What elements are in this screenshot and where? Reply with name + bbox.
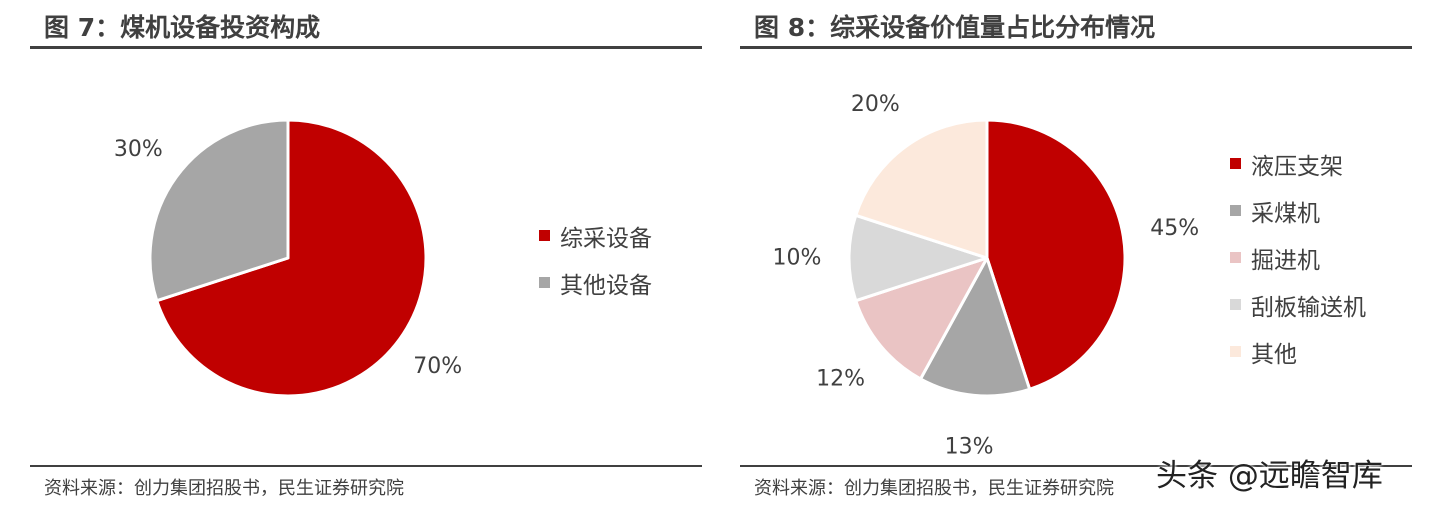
watermark: 头条 @远瞻智库 — [1156, 458, 1383, 494]
pie-slice-other — [854, 118, 989, 260]
data-label-hydraulic-support: 45% — [1150, 216, 1199, 241]
pie-slice-fully-mechanized-equipment — [155, 118, 428, 398]
legend-swatch — [539, 277, 550, 288]
legend-item-other: 其他 — [1230, 328, 1366, 375]
data-label-other: 20% — [851, 92, 900, 117]
legend-item-roadheader: 掘进机 — [1230, 234, 1366, 281]
legend-item-other-equipment: 其他设备 — [539, 259, 652, 306]
figure-8-top-rule — [740, 46, 1412, 49]
figure-7-bottom-rule — [30, 465, 702, 467]
legend-label: 采煤机 — [1251, 200, 1320, 227]
figure-8-panel: 图 8：综采设备价值量占比分布情况 45% 13% 12% 10% 20% 液压支架采煤… — [740, 0, 1412, 506]
legend-swatch — [1230, 346, 1241, 357]
figure-7-source: 资料来源：创力集团招股书，民生证券研究院 — [44, 478, 404, 499]
figure-7-panel: 图 7：煤机设备投资构成 70% 30% 综采设备其他设备 资料来源：创力集团招股… — [30, 0, 702, 506]
pie-slice-roadheader — [854, 256, 989, 381]
legend-swatch — [1230, 158, 1241, 169]
data-label-shearer: 13% — [945, 435, 994, 460]
legend-item-fully-mechanized-equipment: 综采设备 — [539, 212, 652, 259]
figure-8-legend: 液压支架采煤机掘进机刮板输送机其他 — [1230, 140, 1366, 375]
legend-item-hydraulic-support: 液压支架 — [1230, 140, 1366, 187]
data-label-fully-mechanized-equipment: 70% — [413, 354, 462, 379]
legend-item-scraper-conveyor: 刮板输送机 — [1230, 281, 1366, 328]
figure-8-title: 图 8：综采设备价值量占比分布情况 — [754, 13, 1156, 42]
figure-8-source: 资料来源：创力集团招股书，民生证券研究院 — [754, 478, 1114, 499]
legend-swatch — [1230, 205, 1241, 216]
data-label-scraper-conveyor: 10% — [773, 246, 822, 271]
legend-item-shearer: 采煤机 — [1230, 187, 1366, 234]
legend-label: 刮板输送机 — [1251, 294, 1366, 321]
legend-swatch — [1230, 252, 1241, 263]
pie-slice-scraper-conveyor — [847, 213, 989, 303]
figure-7-pie-chart: 70% 30% — [114, 118, 462, 398]
pie-slice-hydraulic-support — [985, 118, 1127, 391]
data-label-roadheader: 12% — [816, 367, 865, 392]
figure-7-title: 图 7：煤机设备投资构成 — [44, 13, 321, 42]
data-label-other-equipment: 30% — [114, 137, 163, 162]
figure-7-legend: 综采设备 其他设备 — [539, 212, 652, 306]
figure-8-pie-chart: 45% 13% 12% 10% 20% — [773, 92, 1200, 460]
legend-label: 其他 — [1251, 341, 1297, 368]
legend-swatch — [539, 230, 550, 241]
figure-8-bottom-rule — [740, 465, 1412, 467]
legend-swatch — [1230, 299, 1241, 310]
figure-7-top-rule — [30, 46, 702, 49]
pie-slice-other-equipment — [148, 118, 290, 303]
legend-label: 掘进机 — [1251, 247, 1320, 274]
pie-slice-shearer — [919, 256, 1032, 398]
legend-label: 液压支架 — [1251, 153, 1343, 180]
legend-label: 其他设备 — [560, 272, 652, 299]
legend-label: 综采设备 — [560, 225, 652, 252]
